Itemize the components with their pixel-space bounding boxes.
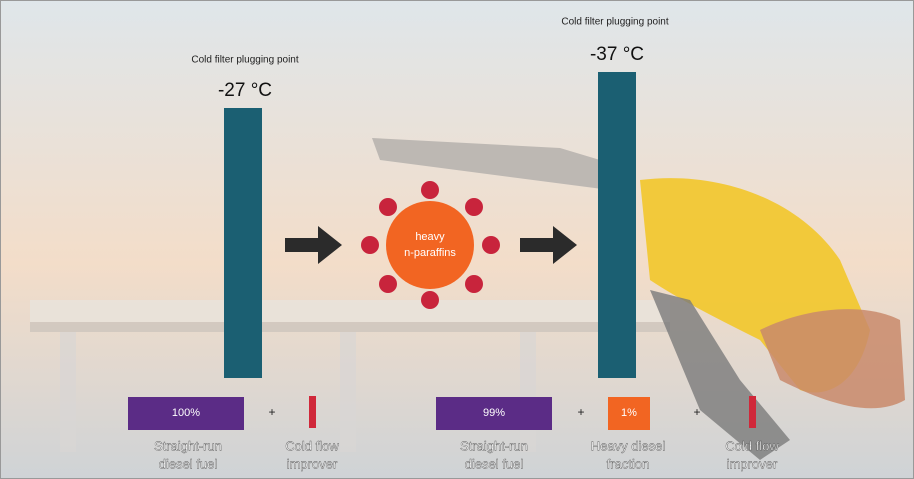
share: 99% <box>483 407 505 419</box>
base-box <box>436 397 552 430</box>
label: diesel fuel <box>465 456 524 471</box>
nozzle-pipe <box>372 138 610 190</box>
label: Cold flow <box>725 438 779 453</box>
molecule-core <box>386 201 474 289</box>
additive-label: heavy <box>415 231 445 243</box>
plus: + <box>268 405 275 419</box>
base-box <box>128 397 244 430</box>
plus: + <box>577 405 584 419</box>
molecule-dots <box>361 181 500 309</box>
label: improver <box>287 456 338 471</box>
caption: Cold filter plugging point <box>191 55 299 66</box>
plus: + <box>693 405 700 419</box>
temperature: -37 °C <box>590 44 644 65</box>
hand <box>760 309 905 409</box>
canopy <box>30 300 670 322</box>
cfpp-bar <box>224 108 262 378</box>
share: 1% <box>621 407 637 419</box>
improver-bar <box>749 396 756 428</box>
label: improver <box>727 456 778 471</box>
label: diesel fuel <box>159 456 218 471</box>
temperature: -27 °C <box>218 80 272 101</box>
label: fraction <box>607 456 650 471</box>
label: Cold flow <box>285 438 339 453</box>
label: Straight-run <box>154 438 222 453</box>
share: 100% <box>172 407 200 419</box>
label: Heavy diesel <box>591 438 666 453</box>
caption: Cold filter plugging point <box>561 17 669 28</box>
cfpp-bar <box>598 72 636 378</box>
arrow <box>520 226 577 264</box>
additive-label: n-paraffins <box>404 247 456 259</box>
label: Straight-run <box>460 438 528 453</box>
arrow <box>285 226 342 264</box>
canopy-edge <box>30 322 670 332</box>
improver-bar <box>309 396 316 428</box>
heavy-box <box>608 397 650 430</box>
